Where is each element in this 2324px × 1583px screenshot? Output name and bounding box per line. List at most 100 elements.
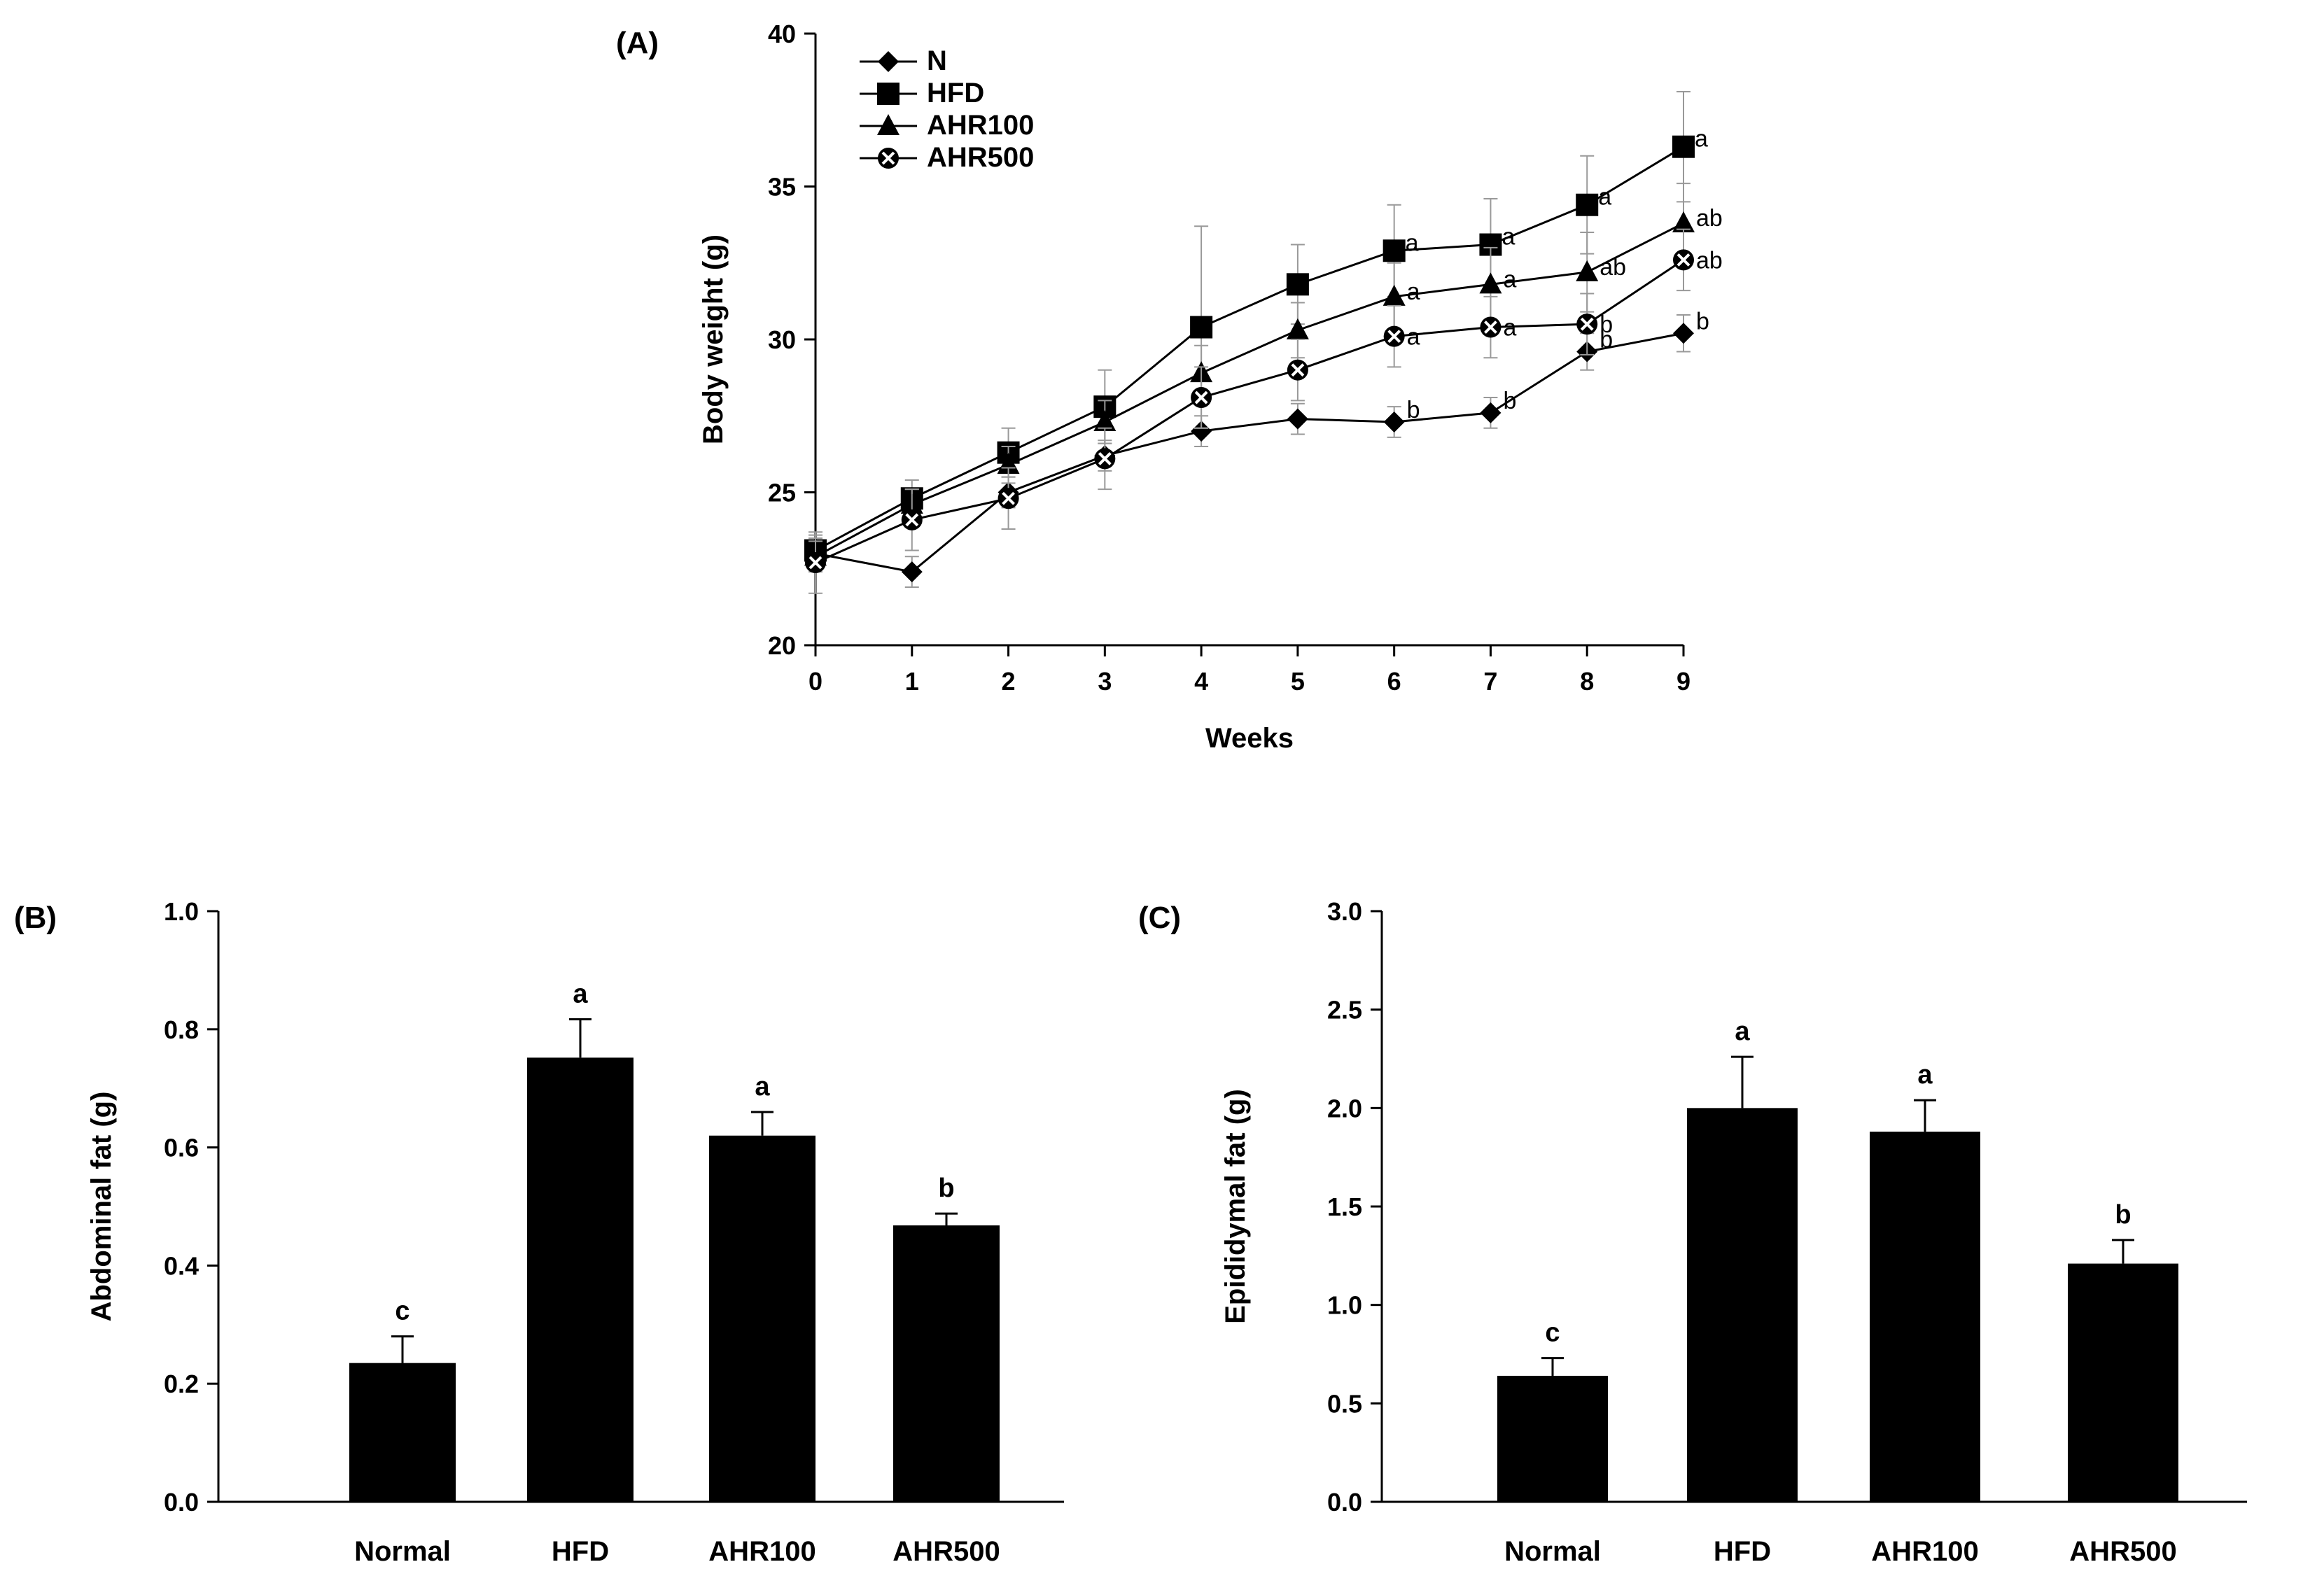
category-label: AHR100	[1871, 1536, 1978, 1567]
y-tick-label: 0.5	[1327, 1389, 1362, 1418]
legend-marker	[878, 51, 899, 72]
x-circle-marker-cross	[881, 151, 895, 165]
data-point	[1191, 387, 1212, 409]
category-label: AHR100	[708, 1536, 816, 1567]
legend-marker	[878, 148, 899, 169]
x-tick-label: 4	[1194, 667, 1208, 696]
significance-label: b	[1600, 326, 1613, 353]
data-point	[1480, 402, 1502, 423]
data-point	[1190, 316, 1213, 339]
y-tick-label: 1.0	[164, 897, 199, 926]
y-tick-label: 0.4	[164, 1251, 199, 1280]
y-tick-label: 0.6	[164, 1134, 199, 1162]
significance-label: b	[1503, 388, 1516, 414]
category-label: AHR500	[892, 1536, 1000, 1567]
legend-label: N	[927, 45, 947, 76]
series-line	[815, 332, 1684, 573]
data-point	[1576, 193, 1599, 216]
y-tick-label: 1.0	[1327, 1291, 1362, 1320]
data-point	[1576, 260, 1599, 281]
data-point	[1673, 249, 1694, 271]
data-point	[1093, 409, 1116, 431]
x-circle-marker-cross	[1002, 491, 1015, 505]
significance-label: a	[1503, 315, 1516, 342]
significance-label: a	[1407, 279, 1420, 305]
y-tick-label: 0.8	[164, 1015, 199, 1044]
bar-ahr500	[893, 1225, 1000, 1502]
x-axis-title: Weeks	[1205, 723, 1294, 754]
chart-abdominal-fat: (B) 0.0 0.2 0.4 0.6 0.8 1.0 Abdominal fat (g) c N…	[14, 897, 1064, 1567]
data-point	[1287, 359, 1308, 381]
significance-label: a	[1502, 224, 1515, 251]
significance-label: a	[573, 979, 588, 1008]
bar-hfd	[1687, 1108, 1798, 1502]
bar-ahr100	[1870, 1132, 1980, 1502]
series-line	[815, 146, 1684, 551]
y-tick-label: 40	[768, 20, 796, 48]
bar-normal	[349, 1363, 456, 1502]
significance-label: c	[395, 1297, 410, 1326]
legend-label: HFD	[927, 78, 984, 108]
significance-label: a	[755, 1072, 770, 1102]
data-point	[1383, 411, 1405, 432]
panel-label: (C)	[1138, 901, 1181, 935]
data-point	[1382, 239, 1406, 262]
data-point	[1286, 318, 1309, 339]
chart-body-weight: (A) 20 25 30 35 40 0 1 2 3 4 5 6 7 8 9 Weeks Body weight …	[616, 20, 1723, 754]
data-point	[1672, 211, 1695, 232]
bar-hfd	[527, 1057, 634, 1502]
y-axis-title: Epididymal fat (g)	[1220, 1089, 1251, 1324]
data-point	[1479, 272, 1502, 294]
data-point	[1382, 284, 1406, 306]
panel-label: (B)	[14, 901, 57, 935]
data-point	[1286, 273, 1309, 296]
data-point	[1673, 323, 1694, 344]
category-label: Normal	[1504, 1536, 1601, 1567]
significance-label: a	[1735, 1017, 1750, 1046]
series-n: b bbb	[805, 308, 1709, 588]
data-point	[805, 552, 826, 574]
x-circle-marker-cross	[1291, 363, 1305, 377]
x-tick-label: 2	[1002, 667, 1016, 696]
x-circle-marker-cross	[808, 556, 822, 570]
significance-label: b	[938, 1174, 954, 1203]
data-point	[901, 509, 923, 530]
significance-label: a	[1503, 266, 1516, 293]
significance-label: ab	[1600, 254, 1626, 281]
bar-normal	[1497, 1375, 1608, 1502]
significance-label: a	[1695, 126, 1708, 153]
x-circle-marker-cross	[1387, 330, 1401, 344]
x-circle-marker-cross	[1098, 452, 1112, 465]
significance-label: c	[1545, 1318, 1560, 1348]
panel-label-a: (A)	[616, 26, 659, 60]
significance-label: b	[1600, 311, 1613, 338]
data-point	[1480, 316, 1502, 338]
y-tick-label: 0.2	[164, 1370, 199, 1398]
x-tick-label: 6	[1387, 667, 1401, 696]
x-tick-label: 0	[808, 667, 822, 696]
category-label: HFD	[1714, 1536, 1771, 1567]
y-tick-label: 20	[768, 631, 796, 660]
data-point	[1576, 314, 1598, 335]
bar-ahr100	[709, 1135, 816, 1502]
legend-marker	[877, 114, 899, 135]
significance-label: ab	[1696, 247, 1723, 274]
y-tick-label: 1.5	[1327, 1192, 1362, 1221]
legend-label: AHR100	[927, 110, 1034, 141]
significance-label: a	[1406, 230, 1419, 256]
significance-label: a	[1917, 1060, 1933, 1090]
y-axis-title: Body weight (g)	[698, 234, 729, 444]
y-axis-title: Abdominal fat (g)	[86, 1092, 117, 1322]
series-line	[815, 222, 1684, 558]
data-point	[1672, 135, 1695, 158]
y-tick-label: 0.0	[164, 1488, 199, 1517]
y-tick-label: 2.5	[1327, 996, 1362, 1025]
y-tick-label: 35	[768, 173, 796, 202]
data-point	[1191, 421, 1212, 442]
legend-marker	[877, 83, 899, 105]
significance-label: b	[2115, 1200, 2131, 1230]
data-point	[997, 488, 1019, 509]
bar-ahr500	[2068, 1263, 2178, 1502]
